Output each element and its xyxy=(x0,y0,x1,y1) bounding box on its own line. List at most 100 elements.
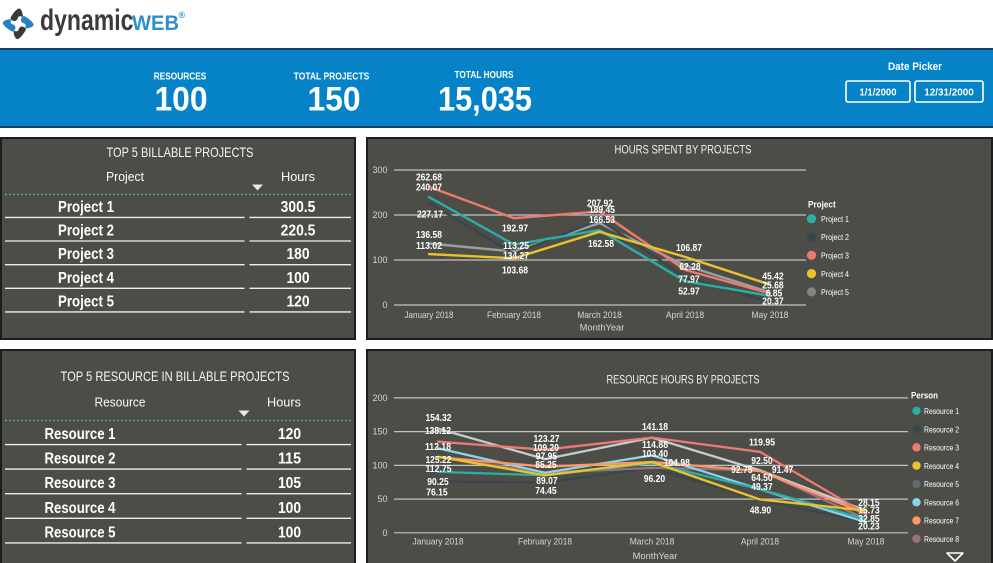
svg-text:March 2018: March 2018 xyxy=(630,537,675,547)
svg-text:dynamic: dynamic xyxy=(40,4,134,37)
svg-text:WEB: WEB xyxy=(132,11,179,35)
svg-text:TOP 5 BILLABLE PROJECTS: TOP 5 BILLABLE PROJECTS xyxy=(107,145,254,160)
svg-text:1/1/2000: 1/1/2000 xyxy=(860,87,897,99)
svg-text:114.88: 114.88 xyxy=(642,440,668,451)
svg-text:Resource 8: Resource 8 xyxy=(924,534,959,544)
svg-text:May 2018: May 2018 xyxy=(752,310,789,320)
svg-text:Resource 3: Resource 3 xyxy=(924,443,959,453)
svg-text:49.37: 49.37 xyxy=(751,482,773,493)
svg-text:Project 2: Project 2 xyxy=(58,223,114,240)
svg-text:February 2018: February 2018 xyxy=(518,537,572,547)
svg-text:Resource 7: Resource 7 xyxy=(924,516,959,526)
svg-text:Project 3: Project 3 xyxy=(58,246,114,263)
svg-text:Project 5: Project 5 xyxy=(58,293,114,310)
svg-text:March 2018: March 2018 xyxy=(577,310,622,320)
svg-text:15,035: 15,035 xyxy=(438,81,532,119)
svg-text:Resource 2: Resource 2 xyxy=(924,424,959,434)
svg-text:Resource 5: Resource 5 xyxy=(45,524,116,541)
svg-text:Resource 1: Resource 1 xyxy=(45,426,116,443)
svg-text:141.18: 141.18 xyxy=(642,422,668,433)
svg-text:45.42: 45.42 xyxy=(762,272,784,283)
svg-text:89.07: 89.07 xyxy=(536,476,558,487)
svg-text:Resource 4: Resource 4 xyxy=(924,461,959,471)
svg-text:113.25: 113.25 xyxy=(503,241,529,252)
svg-text:100: 100 xyxy=(372,460,387,470)
svg-text:April 2018: April 2018 xyxy=(741,537,779,547)
svg-text:48.90: 48.90 xyxy=(750,506,772,517)
svg-text:100: 100 xyxy=(278,500,301,517)
svg-text:Project 1: Project 1 xyxy=(821,214,849,224)
svg-text:192.97: 192.97 xyxy=(502,224,528,235)
svg-text:135.12: 135.12 xyxy=(425,426,451,437)
svg-text:103.68: 103.68 xyxy=(502,266,528,277)
svg-text:Project 4: Project 4 xyxy=(821,269,849,279)
svg-text:April 2018: April 2018 xyxy=(666,310,704,320)
svg-text:97.95: 97.95 xyxy=(536,452,558,463)
svg-text:Person: Person xyxy=(911,391,938,402)
svg-text:85.25: 85.25 xyxy=(535,460,557,471)
svg-text:109.20: 109.20 xyxy=(533,443,559,454)
svg-text:0: 0 xyxy=(382,300,387,310)
svg-text:50: 50 xyxy=(377,494,387,504)
svg-text:112.75: 112.75 xyxy=(425,464,451,475)
svg-text:123.27: 123.27 xyxy=(533,434,559,445)
svg-text:189.45: 189.45 xyxy=(589,205,615,216)
svg-text:104.98: 104.98 xyxy=(664,458,690,469)
svg-text:136.58: 136.58 xyxy=(416,230,442,241)
svg-text:112.18: 112.18 xyxy=(425,442,451,453)
svg-text:115: 115 xyxy=(278,451,301,468)
svg-text:106.87: 106.87 xyxy=(676,243,702,254)
svg-text:162.58: 162.58 xyxy=(588,239,614,250)
svg-text:Project 1: Project 1 xyxy=(58,199,114,216)
svg-text:®: ® xyxy=(179,10,186,20)
svg-text:28.15: 28.15 xyxy=(858,498,880,509)
svg-text:119.95: 119.95 xyxy=(749,438,775,449)
svg-text:300: 300 xyxy=(372,165,387,175)
svg-text:150: 150 xyxy=(372,427,387,437)
svg-text:RESOURCES: RESOURCES xyxy=(154,72,207,83)
svg-text:20.23: 20.23 xyxy=(858,522,880,533)
svg-text:Project 4: Project 4 xyxy=(58,270,114,287)
svg-text:Resource 4: Resource 4 xyxy=(45,500,116,517)
svg-text:MonthYear: MonthYear xyxy=(580,323,625,333)
svg-text:Hours: Hours xyxy=(281,169,315,184)
svg-text:6.85: 6.85 xyxy=(766,289,783,300)
svg-text:62.28: 62.28 xyxy=(679,262,701,273)
svg-text:TOTAL PROJECTS: TOTAL PROJECTS xyxy=(294,72,370,83)
svg-text:100: 100 xyxy=(278,524,301,541)
svg-text:300.5: 300.5 xyxy=(281,199,316,216)
svg-text:Project 3: Project 3 xyxy=(821,251,849,261)
svg-text:TOTAL HOURS: TOTAL HOURS xyxy=(455,70,514,81)
svg-text:HOURS SPENT BY PROJECTS: HOURS SPENT BY PROJECTS xyxy=(615,143,752,157)
svg-text:Resource 5: Resource 5 xyxy=(924,479,959,489)
svg-text:Hours: Hours xyxy=(267,395,301,410)
svg-text:Resource 6: Resource 6 xyxy=(924,497,959,507)
svg-text:120: 120 xyxy=(286,293,309,310)
svg-text:Resource 1: Resource 1 xyxy=(924,406,959,416)
svg-text:92.50: 92.50 xyxy=(751,456,773,467)
svg-text:105: 105 xyxy=(278,475,301,492)
svg-text:103.40: 103.40 xyxy=(642,449,668,460)
svg-text:207.92: 207.92 xyxy=(587,199,613,210)
svg-text:200: 200 xyxy=(372,393,387,403)
svg-text:227.17: 227.17 xyxy=(417,210,443,221)
svg-text:262.68: 262.68 xyxy=(416,173,442,184)
svg-text:Resource 3: Resource 3 xyxy=(45,475,116,492)
svg-text:91.47: 91.47 xyxy=(772,465,794,476)
svg-text:240.07: 240.07 xyxy=(416,183,442,194)
svg-text:100: 100 xyxy=(286,270,309,287)
svg-text:TOP 5 RESOURCE IN BILLABLE PRO: TOP 5 RESOURCE IN BILLABLE PROJECTS xyxy=(61,369,290,384)
svg-text:200: 200 xyxy=(372,210,387,220)
svg-text:125.22: 125.22 xyxy=(425,455,451,466)
svg-text:15.73: 15.73 xyxy=(858,506,880,517)
svg-text:154.32: 154.32 xyxy=(425,413,451,424)
svg-text:MonthYear: MonthYear xyxy=(633,551,678,561)
svg-text:64.50: 64.50 xyxy=(751,473,773,484)
svg-text:96.20: 96.20 xyxy=(644,474,666,485)
svg-text:180: 180 xyxy=(286,246,309,263)
svg-text:113.02: 113.02 xyxy=(416,241,442,252)
svg-text:90.25: 90.25 xyxy=(427,477,449,488)
svg-text:220.5: 220.5 xyxy=(281,223,316,240)
svg-text:150: 150 xyxy=(308,81,361,119)
svg-text:January 2018: January 2018 xyxy=(413,537,464,547)
